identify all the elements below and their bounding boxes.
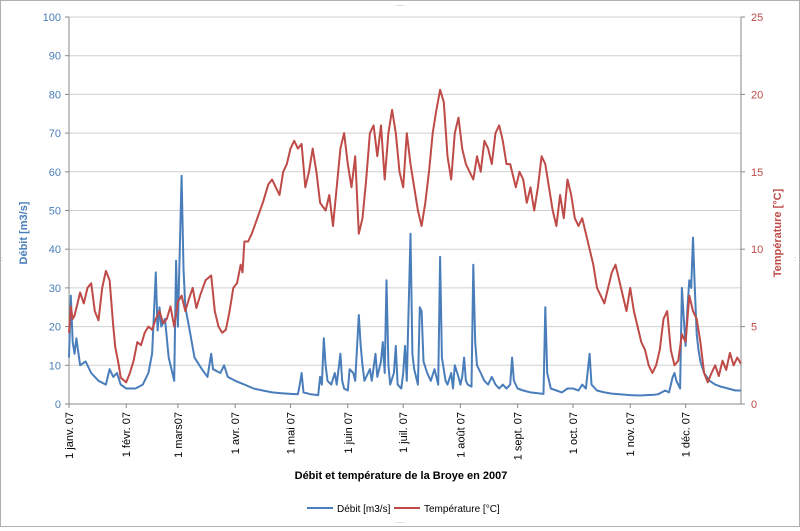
x-tick-label: 1 nov. 07	[625, 412, 637, 456]
x-tick-label: 1 janv. 07	[64, 412, 76, 459]
x-tick-label: 1 déc. 07	[681, 412, 693, 457]
x-tick-label: 1 juil. 07	[398, 412, 410, 453]
legend-label-debit: Débit [m3/s]	[337, 504, 391, 515]
y-left-tick-label: 10	[49, 360, 61, 372]
y-right-tick-label: 25	[751, 12, 763, 24]
x-tick-label: 1 avr. 07	[230, 412, 242, 454]
legend-label-temperature: Température [°C]	[424, 504, 500, 515]
x-axis: 1 janv. 07 1 févr. 07 1 mars07 1 avr. 07 1 m…	[64, 404, 693, 460]
chart-title: Débit et température de la Broye en 2007	[295, 470, 508, 482]
x-tick-label: 1 sept. 07	[513, 412, 525, 460]
series-line-temperature	[68, 88, 742, 384]
resize-handle-top[interactable]: ....	[396, 1, 404, 8]
y-left-tick-label: 80	[49, 89, 61, 101]
y-left-tick-label: 90	[49, 51, 61, 63]
y-left-tick-label: 60	[49, 167, 61, 179]
y-left-tick-label: 100	[43, 12, 61, 24]
y-left-tick-label: 20	[49, 322, 61, 334]
y-left-tick-label: 70	[49, 128, 61, 140]
y-axis-left: 0 10 20 30 40 50 60 70 80 90 100	[43, 12, 69, 411]
series-line-debit	[68, 174, 741, 397]
y-left-tick-label: 40	[49, 244, 61, 256]
y-left-tick-label: 50	[49, 206, 61, 218]
resize-handle-bottom[interactable]: ....	[396, 518, 404, 525]
x-tick-label: 1 juin 07	[343, 412, 355, 454]
y-right-tick-label: 10	[751, 244, 763, 256]
x-tick-label: 1 mai 07	[286, 412, 298, 454]
x-tick-label: 1 oct. 07	[568, 412, 580, 454]
y-axis-left-label: Débit [m3/s]	[18, 201, 30, 264]
y-right-tick-label: 20	[751, 89, 763, 101]
resize-handle-left[interactable]: :	[1, 256, 3, 263]
y-left-tick-label: 0	[55, 399, 61, 411]
y-axis-right-label: Température [°C]	[772, 188, 784, 277]
series-layer	[68, 88, 742, 397]
y-right-tick-label: 5	[751, 322, 757, 334]
y-right-tick-label: 0	[751, 399, 757, 411]
resize-handle-right[interactable]: :	[794, 256, 796, 263]
y-right-tick-label: 15	[751, 167, 763, 179]
x-tick-label: 1 août 07	[455, 412, 467, 458]
x-tick-label: 1 févr. 07	[121, 412, 133, 457]
y-left-tick-label: 30	[49, 283, 61, 295]
x-tick-label: 1 mars07	[173, 412, 185, 458]
y-axis-right: 0 5 10 15 20 25	[741, 12, 763, 411]
legend: Débit [m3/s] Température [°C]	[307, 504, 500, 515]
